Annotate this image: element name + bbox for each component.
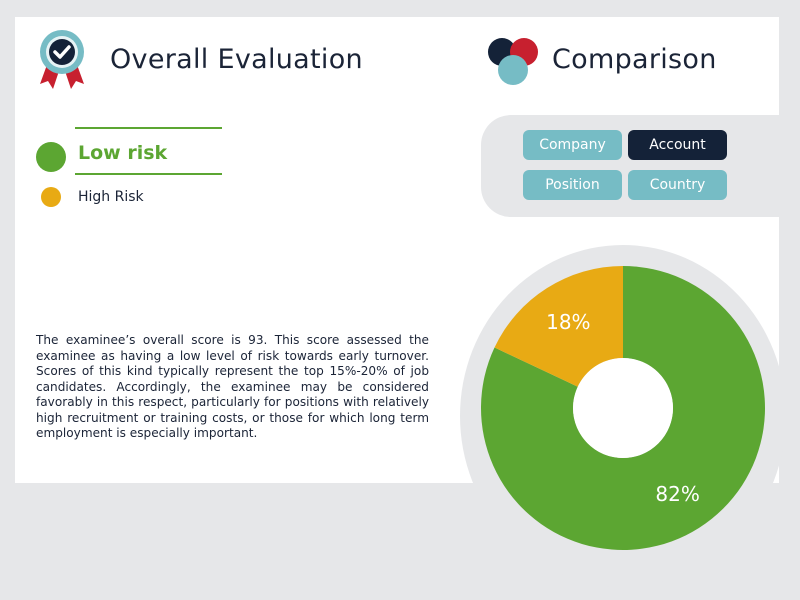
account-button[interactable]: Account	[628, 130, 727, 160]
risk-donut-chart: 82% 18%	[481, 266, 765, 550]
donut-label-18: 18%	[546, 310, 590, 334]
award-ribbon-check-icon	[40, 30, 84, 89]
position-button[interactable]: Position	[523, 170, 622, 200]
low-risk-dot	[36, 142, 66, 172]
donut-label-82: 82%	[655, 482, 699, 506]
low-risk-indicator	[36, 142, 66, 172]
company-button[interactable]: Company	[523, 130, 622, 160]
donut-slice-82	[481, 266, 765, 550]
high-risk-label: High Risk	[78, 189, 144, 205]
overlapping-circles-icon	[488, 38, 538, 85]
low-risk-top-rule	[75, 127, 222, 129]
low-risk-label: Low risk	[78, 142, 168, 164]
donut-chart-container: 82% 18%	[460, 245, 786, 587]
country-button[interactable]: Country	[628, 170, 727, 200]
high-risk-dot	[41, 187, 61, 207]
page-title: Overall Evaluation	[110, 44, 363, 75]
evaluation-description: The examinee’s overall score is 93. This…	[36, 333, 429, 440]
low-risk-bottom-rule	[75, 173, 222, 175]
donut-center-hole	[573, 358, 673, 458]
comparison-title: Comparison	[552, 44, 717, 75]
donut-slice-18	[494, 266, 623, 387]
